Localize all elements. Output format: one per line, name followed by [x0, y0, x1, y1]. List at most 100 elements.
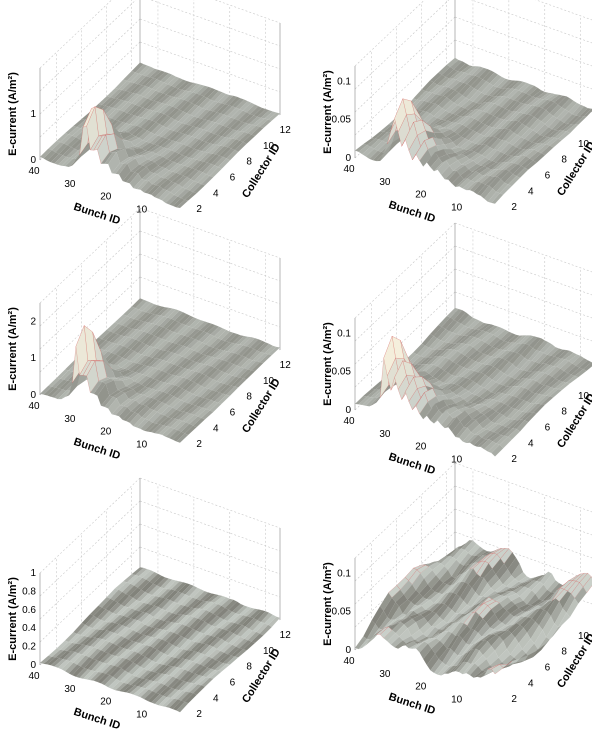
surface-cell — [257, 109, 270, 118]
surface-cell — [423, 626, 435, 637]
surface-cell — [449, 384, 462, 393]
surface-cell — [474, 144, 487, 154]
surface-cell — [177, 358, 190, 367]
surface-cell — [153, 306, 166, 315]
surface-cell — [505, 100, 518, 111]
surface-cell — [471, 650, 483, 665]
surface-cell — [174, 421, 186, 431]
surface-cell — [202, 132, 215, 142]
surface-cell — [149, 135, 162, 145]
surface-cell — [182, 348, 194, 358]
y-tick-label: 8 — [561, 647, 567, 658]
surface-cell — [209, 167, 222, 178]
surface-cell — [400, 616, 413, 625]
surface-cell — [229, 624, 242, 634]
surface-cell — [194, 140, 206, 150]
surface-cell — [189, 587, 201, 598]
surface-cell — [239, 133, 252, 142]
surface-cell — [467, 648, 480, 665]
surface-cell — [525, 371, 538, 379]
surface-cell — [154, 664, 167, 674]
surface-cell — [165, 97, 178, 106]
grid-line — [454, 531, 592, 582]
surface-cell — [475, 577, 488, 597]
surface-cell — [146, 162, 159, 172]
surface-cell — [110, 624, 123, 633]
surface-cell — [481, 147, 494, 158]
surface-cell — [426, 403, 439, 421]
surface-cell — [216, 607, 229, 618]
surface-cell — [193, 184, 205, 194]
surface-cell — [83, 670, 95, 680]
surface-cell — [172, 604, 185, 615]
surface-cell — [115, 648, 128, 657]
surface-cell — [100, 341, 113, 351]
surface-cell — [514, 81, 527, 91]
surface-cell — [474, 428, 487, 435]
surface-cell — [371, 381, 384, 390]
surface-cell — [111, 646, 124, 656]
surface-cell — [139, 332, 151, 343]
surface-cell — [416, 345, 429, 357]
surface-cell — [180, 596, 193, 606]
surface-cell — [129, 620, 142, 631]
surface-cell — [103, 622, 116, 631]
surface-cell — [441, 165, 454, 180]
surface-cell — [164, 308, 176, 318]
surface-cell — [136, 180, 149, 190]
surface-cell — [559, 591, 572, 609]
surface-cell — [564, 363, 576, 374]
x-axis-label: Bunch ID — [387, 451, 437, 477]
surface-cell — [141, 646, 154, 657]
surface-cell — [462, 432, 475, 443]
surface-cell — [455, 116, 468, 124]
surface-cell — [229, 120, 242, 130]
surface-cell — [412, 356, 425, 365]
surface-cell — [184, 361, 197, 370]
surface-cell — [449, 160, 462, 171]
surface-cell — [105, 600, 118, 611]
surface-cell — [531, 608, 544, 622]
surface-cell — [470, 144, 483, 152]
surface-cell — [150, 597, 163, 606]
surface-cell — [471, 173, 483, 183]
surface-cell — [463, 555, 476, 566]
surface-cell — [179, 369, 192, 378]
surface-cell — [209, 604, 222, 614]
surface-cell — [210, 595, 223, 603]
surface-cell — [434, 95, 447, 106]
surface-cell — [458, 564, 471, 575]
surface-cell — [486, 613, 499, 628]
surface-cell — [542, 616, 555, 638]
surface-cell — [565, 100, 578, 112]
surface-cell — [391, 589, 404, 603]
surface-cell — [68, 664, 81, 676]
surface-cell — [71, 644, 83, 652]
surface-cell — [211, 349, 224, 358]
surface-cell — [111, 405, 124, 416]
surface-cell — [452, 136, 465, 147]
surface-cell — [459, 625, 471, 640]
surface-cell — [135, 331, 148, 341]
surface-cell — [378, 132, 391, 141]
surface-cell — [214, 125, 227, 136]
surface-cell — [220, 105, 233, 115]
surface-cell — [512, 660, 525, 665]
surface-cell — [513, 611, 526, 617]
surface-cell — [192, 353, 205, 363]
surface-cell — [502, 88, 515, 98]
surface-cell — [455, 178, 468, 187]
surface-cell — [425, 82, 438, 92]
surface-cell — [479, 102, 491, 112]
surface-cell — [168, 333, 181, 343]
surface-cell — [135, 668, 148, 678]
surface-cell — [470, 555, 483, 565]
surface-cell — [152, 349, 165, 359]
surface-cell — [523, 618, 536, 633]
surface-cell — [163, 150, 175, 159]
surface-cell — [130, 373, 143, 382]
y-tick-label: 2 — [511, 202, 517, 213]
surface-cell — [165, 698, 178, 708]
surface-cell — [505, 132, 518, 143]
surface-cell — [216, 137, 229, 146]
